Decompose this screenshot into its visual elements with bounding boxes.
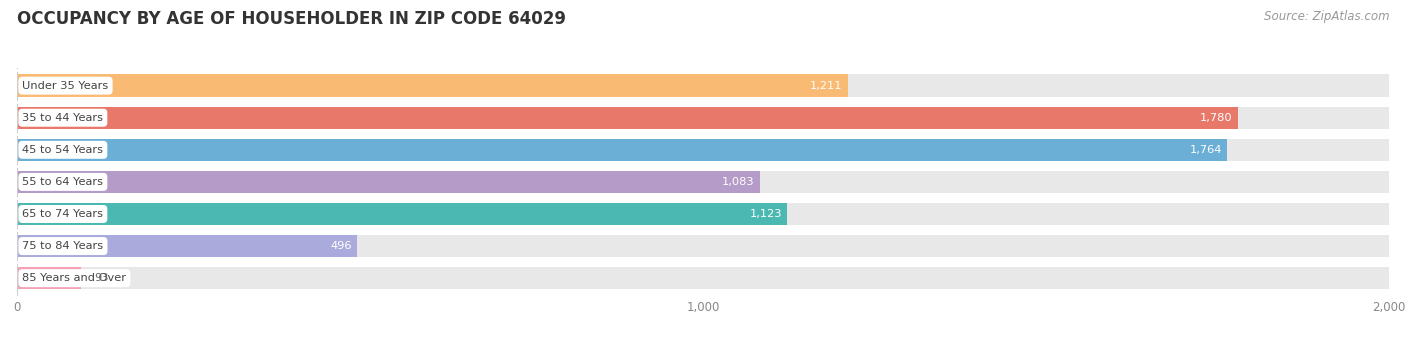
Text: 93: 93 [94, 273, 108, 283]
Bar [17, 106, 1389, 129]
Text: OCCUPANCY BY AGE OF HOUSEHOLDER IN ZIP CODE 64029: OCCUPANCY BY AGE OF HOUSEHOLDER IN ZIP C… [17, 10, 565, 28]
Bar [17, 235, 1389, 257]
Bar [17, 106, 1239, 129]
Bar [17, 139, 1227, 161]
Text: 55 to 64 Years: 55 to 64 Years [22, 177, 104, 187]
Bar [17, 74, 848, 97]
Text: 65 to 74 Years: 65 to 74 Years [22, 209, 104, 219]
Text: 45 to 54 Years: 45 to 54 Years [22, 145, 104, 155]
Bar [17, 235, 357, 257]
Bar [17, 267, 80, 289]
Text: 496: 496 [330, 241, 352, 251]
Text: 1,083: 1,083 [721, 177, 755, 187]
Bar [17, 171, 761, 193]
Text: 1,211: 1,211 [810, 81, 842, 91]
Text: 35 to 44 Years: 35 to 44 Years [22, 113, 104, 123]
Text: Source: ZipAtlas.com: Source: ZipAtlas.com [1264, 10, 1389, 23]
Text: 75 to 84 Years: 75 to 84 Years [22, 241, 104, 251]
Bar [17, 139, 1389, 161]
Text: 85 Years and Over: 85 Years and Over [22, 273, 127, 283]
Bar [17, 267, 1389, 289]
Text: 1,780: 1,780 [1201, 113, 1233, 123]
Text: Under 35 Years: Under 35 Years [22, 81, 108, 91]
Bar [17, 203, 1389, 225]
Bar [17, 74, 1389, 97]
Bar [17, 203, 787, 225]
Bar [17, 171, 1389, 193]
Text: 1,123: 1,123 [749, 209, 782, 219]
Text: 1,764: 1,764 [1189, 145, 1222, 155]
